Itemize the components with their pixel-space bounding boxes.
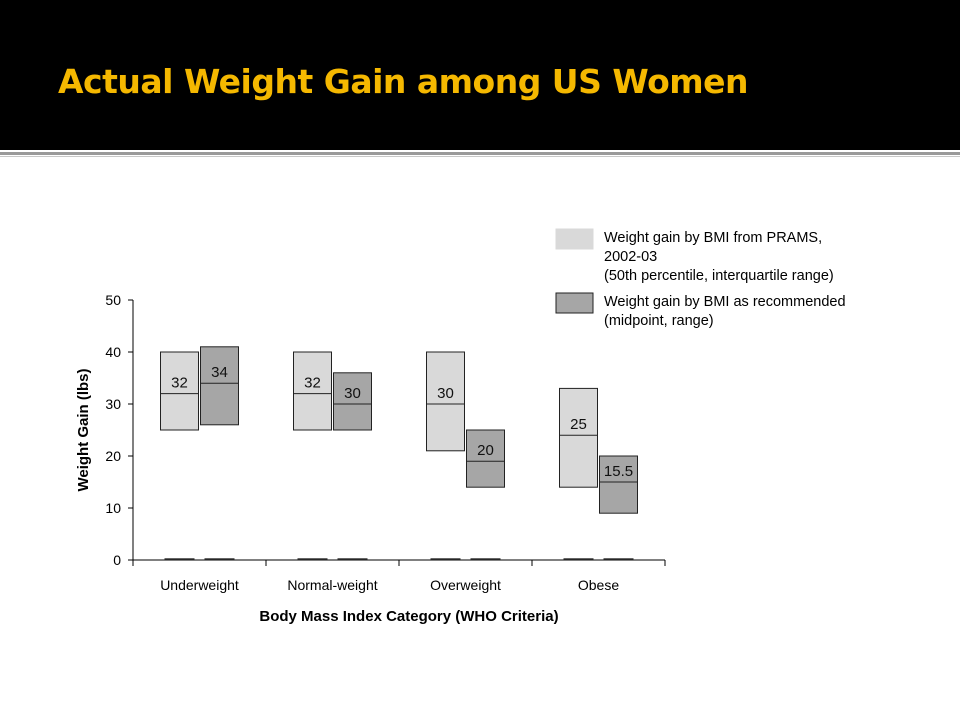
- prams-range-bar: [293, 351, 332, 431]
- y-tick-label: 20: [105, 448, 121, 464]
- slide-title: Actual Weight Gain among US Women: [58, 62, 749, 101]
- legend-entry-text: Weight gain by BMI as recommended: [604, 294, 846, 310]
- recommended-value-label: 20: [477, 442, 494, 459]
- x-tick-label: Obese: [578, 577, 619, 593]
- legend-entry-text: (50th percentile, interquartile range): [604, 268, 834, 284]
- recommended-value-label: 30: [344, 385, 361, 402]
- recommended-range-bar: [333, 372, 372, 431]
- prams-value-label: 32: [304, 375, 321, 392]
- legend-swatch: [555, 228, 594, 250]
- x-axis-title: Body Mass Index Category (WHO Criteria): [259, 608, 558, 625]
- header-divider-thin: [0, 156, 960, 157]
- legend-swatch: [555, 292, 594, 314]
- legend-entry-text: Weight gain by BMI from PRAMS,: [604, 230, 822, 246]
- recommended-range-bar: [200, 346, 239, 426]
- recommended-value-label: 15.5: [604, 463, 633, 480]
- recommended-range-bar: [466, 429, 505, 488]
- prams-range-bar: [559, 387, 598, 488]
- prams-range-bar: [426, 351, 465, 452]
- x-tick-label: Normal-weight: [287, 577, 377, 593]
- prams-value-label: 25: [570, 416, 587, 433]
- y-axis-title: Weight Gain (lbs): [75, 368, 92, 491]
- prams-value-label: 30: [437, 385, 454, 402]
- y-tick-label: 50: [105, 292, 121, 308]
- recommended-value-label: 34: [211, 364, 228, 381]
- x-tick-label: Overweight: [430, 577, 501, 593]
- y-tick-label: 0: [113, 552, 121, 568]
- slide-header: [0, 0, 960, 150]
- prams-range-bar: [160, 351, 199, 431]
- recommended-range-bar: [599, 455, 638, 514]
- y-tick-label: 30: [105, 396, 121, 412]
- x-tick-label: Underweight: [160, 577, 239, 593]
- prams-value-label: 32: [171, 375, 188, 392]
- header-divider: [0, 152, 960, 155]
- legend-entry-text: (midpoint, range): [604, 313, 714, 329]
- y-tick-label: 40: [105, 344, 121, 360]
- legend-entry-text: 2002-03: [604, 249, 657, 265]
- y-tick-label: 10: [105, 500, 121, 516]
